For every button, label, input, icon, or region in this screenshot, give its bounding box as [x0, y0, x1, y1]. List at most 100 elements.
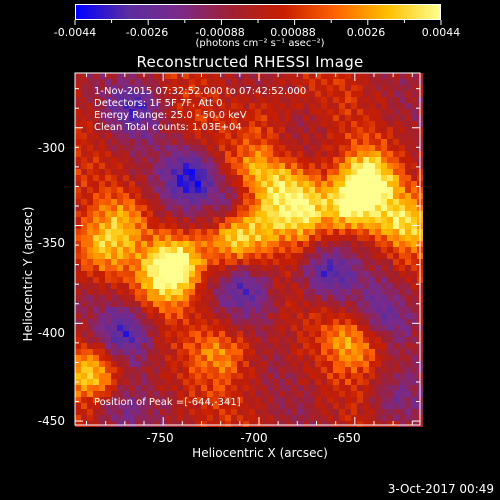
heatmap-cell [129, 313, 135, 319]
heatmap-cell [267, 301, 273, 307]
heatmap-cell [279, 193, 285, 199]
heatmap-cell [183, 271, 189, 277]
heatmap-cell [177, 223, 183, 229]
heatmap-cell [267, 217, 273, 223]
info-counts: Clean Total counts: 1.03E+04 [94, 122, 242, 133]
heatmap-cell [135, 307, 141, 313]
heatmap-cell [153, 235, 159, 241]
heatmap-cell [381, 289, 387, 295]
heatmap-cell [303, 139, 309, 145]
heatmap-cell [327, 211, 333, 217]
heatmap-cell [267, 349, 273, 355]
heatmap-cell [357, 379, 363, 385]
heatmap-cell [231, 367, 237, 373]
heatmap-cell [153, 127, 159, 133]
heatmap-cell [225, 151, 231, 157]
heatmap-cell [399, 229, 405, 235]
heatmap-cell [381, 421, 387, 427]
heatmap-cell [171, 367, 177, 373]
heatmap-cell [357, 283, 363, 289]
heatmap-cell [189, 205, 195, 211]
heatmap-cell [159, 211, 165, 217]
heatmap-cell [363, 409, 369, 415]
heatmap-cell [75, 283, 81, 289]
heatmap-cell [195, 397, 201, 403]
heatmap-cell [375, 253, 381, 259]
plot-date: 3-Oct-2017 00:49 [387, 482, 494, 496]
heatmap-cell [111, 193, 117, 199]
heatmap-cell [165, 391, 171, 397]
heatmap-cell [225, 217, 231, 223]
heatmap-cell [339, 295, 345, 301]
heatmap-cell [267, 343, 273, 349]
heatmap-cell [339, 367, 345, 373]
heatmap-cell [309, 265, 315, 271]
heatmap-cell [189, 175, 195, 181]
heatmap-cell [351, 319, 357, 325]
heatmap-cell [141, 193, 147, 199]
heatmap-cell [237, 205, 243, 211]
heatmap-cell [279, 265, 285, 271]
heatmap-cell [387, 391, 393, 397]
heatmap-cell [213, 295, 219, 301]
heatmap-cell [369, 163, 375, 169]
heatmap-cell [99, 133, 105, 139]
heatmap-cell [357, 109, 363, 115]
heatmap-cell [81, 421, 87, 427]
heatmap-cell [291, 421, 297, 427]
heatmap-cell [135, 193, 141, 199]
heatmap-cell [219, 319, 225, 325]
heatmap-cell [81, 211, 87, 217]
heatmap-cell [357, 313, 363, 319]
heatmap-cell [129, 253, 135, 259]
heatmap-cell [381, 97, 387, 103]
heatmap-cell [87, 415, 93, 421]
heatmap-cell [405, 145, 411, 151]
heatmap-cell [345, 343, 351, 349]
heatmap-cell [195, 241, 201, 247]
heatmap-cell [267, 133, 273, 139]
heatmap-cell [81, 331, 87, 337]
heatmap-cell [159, 373, 165, 379]
heatmap-cell [315, 109, 321, 115]
heatmap-cell [75, 253, 81, 259]
heatmap-cell [243, 169, 249, 175]
heatmap-cell [339, 307, 345, 313]
heatmap-cell [339, 211, 345, 217]
heatmap-cell [141, 373, 147, 379]
heatmap-cell [177, 115, 183, 121]
heatmap-cell [387, 343, 393, 349]
heatmap-cell [159, 79, 165, 85]
heatmap-cell [375, 175, 381, 181]
heatmap-cell [105, 175, 111, 181]
heatmap-cell [297, 277, 303, 283]
heatmap-cell [303, 127, 309, 133]
heatmap-cell [351, 199, 357, 205]
heatmap-cell [411, 391, 417, 397]
heatmap-cell [381, 259, 387, 265]
heatmap-cell [291, 361, 297, 367]
heatmap-cell [381, 205, 387, 211]
heatmap-cell [201, 409, 207, 415]
heatmap-cell [411, 217, 417, 223]
heatmap-cell [393, 133, 399, 139]
heatmap-cell [255, 73, 261, 79]
heatmap-cell [327, 265, 333, 271]
heatmap-cell [405, 139, 411, 145]
heatmap-cell [249, 205, 255, 211]
heatmap-cell [315, 205, 321, 211]
heatmap-cell [273, 91, 279, 97]
heatmap-cell [339, 151, 345, 157]
heatmap-cell [177, 355, 183, 361]
heatmap-cell [345, 331, 351, 337]
heatmap-cell [333, 199, 339, 205]
heatmap-cell [369, 181, 375, 187]
heatmap-cell [243, 187, 249, 193]
heatmap-cell [399, 415, 405, 421]
heatmap-cell [309, 127, 315, 133]
heatmap-cell [135, 151, 141, 157]
heatmap-cell [165, 337, 171, 343]
heatmap-cell [321, 145, 327, 151]
heatmap-cell [171, 151, 177, 157]
heatmap-cell [99, 391, 105, 397]
